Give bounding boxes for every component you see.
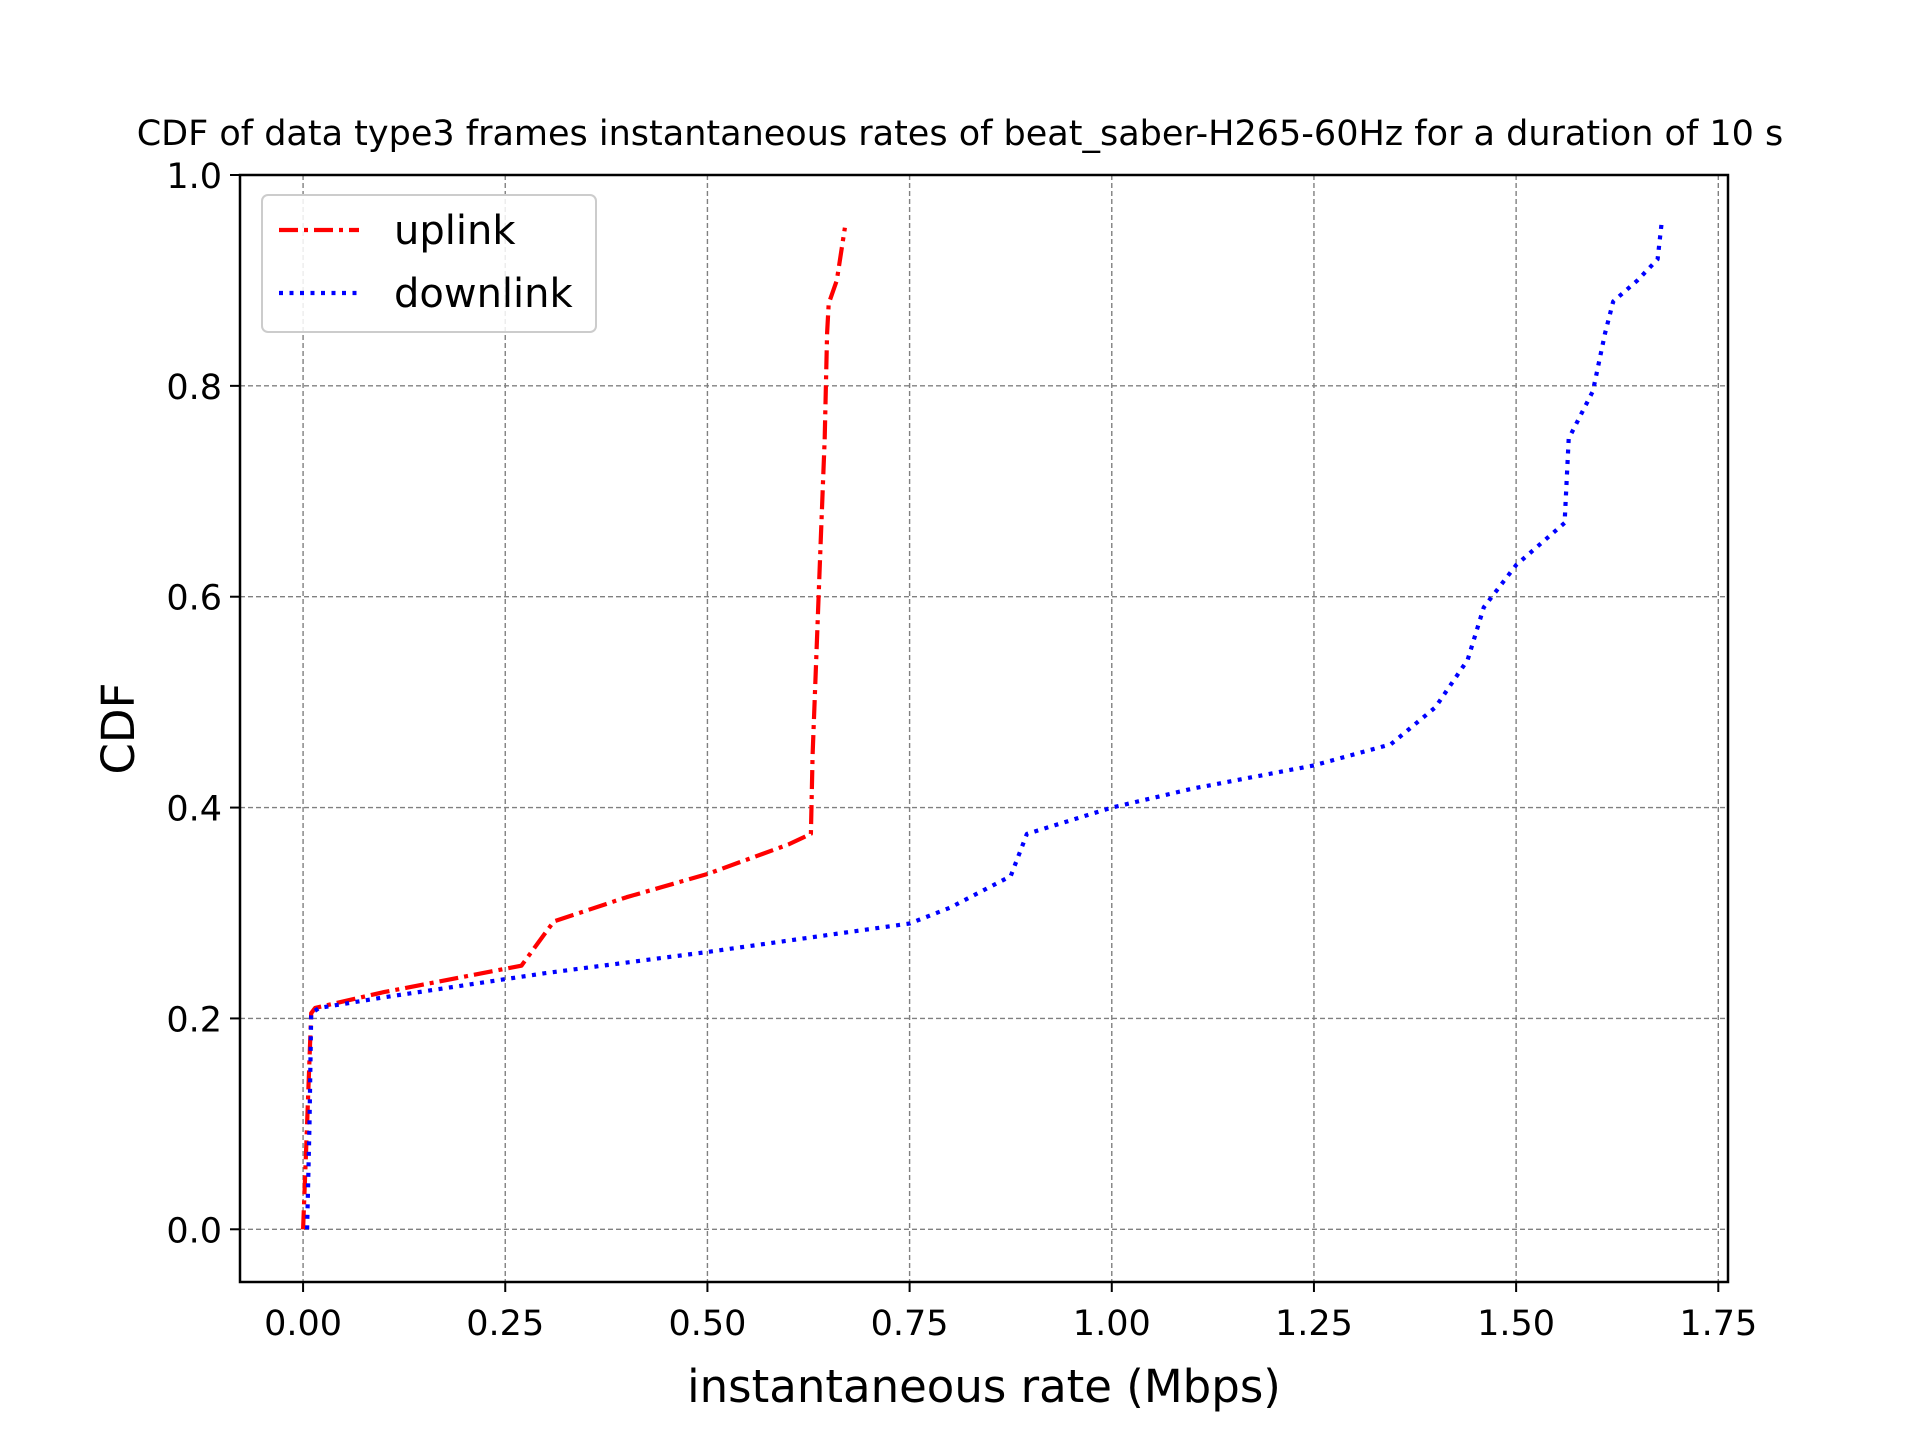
y-tick-label: 0.4 bbox=[166, 790, 222, 830]
y-tick-label: 0.0 bbox=[166, 1211, 222, 1251]
x-axis: 0.00 0.25 0.50 0.75 1.00 1.25 1.50 1.75 bbox=[264, 1282, 1757, 1344]
y-tick-label: 0.6 bbox=[166, 579, 222, 619]
x-tick-label: 1.25 bbox=[1275, 1304, 1353, 1344]
y-tick-label: 0.8 bbox=[166, 368, 222, 408]
y-tick-label: 0.2 bbox=[166, 1000, 222, 1040]
x-tick-label: 1.50 bbox=[1477, 1304, 1555, 1344]
legend: uplink downlink bbox=[261, 194, 597, 333]
x-tick-label: 0.00 bbox=[264, 1304, 342, 1344]
x-tick-label: 0.50 bbox=[668, 1304, 746, 1344]
series-line-uplink bbox=[301, 227, 847, 1230]
chart-title: CDF of data type3 frames instantaneous r… bbox=[137, 114, 1784, 154]
x-tick-label: 0.25 bbox=[466, 1304, 544, 1344]
x-axis-label: instantaneous rate (Mbps) bbox=[687, 1360, 1281, 1413]
x-tick-label: 1.75 bbox=[1679, 1304, 1757, 1344]
legend-box bbox=[261, 194, 597, 333]
x-tick-label: 1.00 bbox=[1073, 1304, 1151, 1344]
series-line-downlink bbox=[305, 222, 1664, 1230]
x-tick-label: 0.75 bbox=[871, 1304, 949, 1344]
legend-label-uplink: uplink bbox=[394, 208, 516, 254]
y-tick-label: 1.0 bbox=[166, 157, 222, 197]
y-axis: 0.0 0.2 0.4 0.6 0.8 1.0 bbox=[166, 157, 240, 1251]
legend-label-downlink: downlink bbox=[394, 271, 574, 317]
y-axis-label: CDF bbox=[92, 683, 145, 775]
series-lines bbox=[301, 222, 1664, 1230]
plot-frame bbox=[238, 173, 1730, 1284]
